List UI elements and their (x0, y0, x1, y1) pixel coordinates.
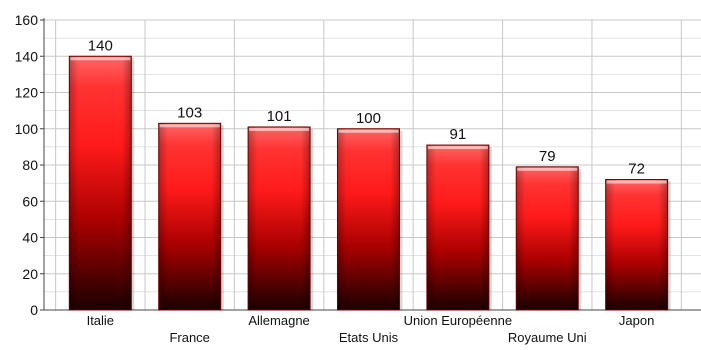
y-tick-label: 160 (15, 12, 39, 28)
y-tick-label: 40 (22, 230, 38, 246)
x-tick-label: Etats Unis (339, 330, 399, 345)
x-tick-label: Italie (87, 313, 114, 328)
bar-highlight (249, 127, 310, 131)
bar-highlight (606, 180, 667, 184)
bar-shading (248, 126, 311, 310)
bars-layer (68, 55, 671, 311)
data-label: 72 (628, 161, 645, 178)
grid-layer (44, 19, 701, 311)
x-tick-label: Royaume Uni (508, 330, 587, 345)
data-label: 140 (88, 37, 113, 54)
labels-layer: 140 Italie 103 France 101 Allemagne 100 Etats U… (87, 37, 655, 345)
bar-highlight (427, 146, 488, 150)
bar-highlight (70, 57, 131, 61)
y-tick-label: 20 (22, 266, 38, 282)
data-label: 103 (177, 104, 202, 121)
y-tick-label: 80 (22, 157, 38, 173)
bar-highlight (517, 167, 578, 171)
bar-shading (605, 179, 668, 310)
bar-shading (158, 123, 221, 310)
x-tick-label: France (169, 330, 209, 345)
bar-shading (69, 56, 132, 310)
data-label: 91 (450, 126, 467, 143)
x-tick-label: Allemagne (248, 313, 309, 328)
x-tick-label: Japon (619, 313, 654, 328)
bar-shading (516, 166, 579, 310)
bar-highlight (159, 124, 220, 128)
y-tick-label: 60 (22, 193, 38, 209)
bar-shading (337, 128, 400, 310)
x-tick-label: Union Européenne (404, 313, 512, 328)
data-label: 79 (539, 148, 556, 165)
bar-shading (426, 145, 489, 310)
y-tick-label: 140 (15, 48, 39, 64)
y-tick-label: 100 (15, 121, 39, 137)
data-label: 101 (267, 108, 292, 125)
data-label: 100 (356, 110, 381, 127)
y-tick-label: 120 (15, 85, 39, 101)
bar-highlight (338, 129, 399, 133)
y-tick-label: 0 (30, 302, 38, 318)
